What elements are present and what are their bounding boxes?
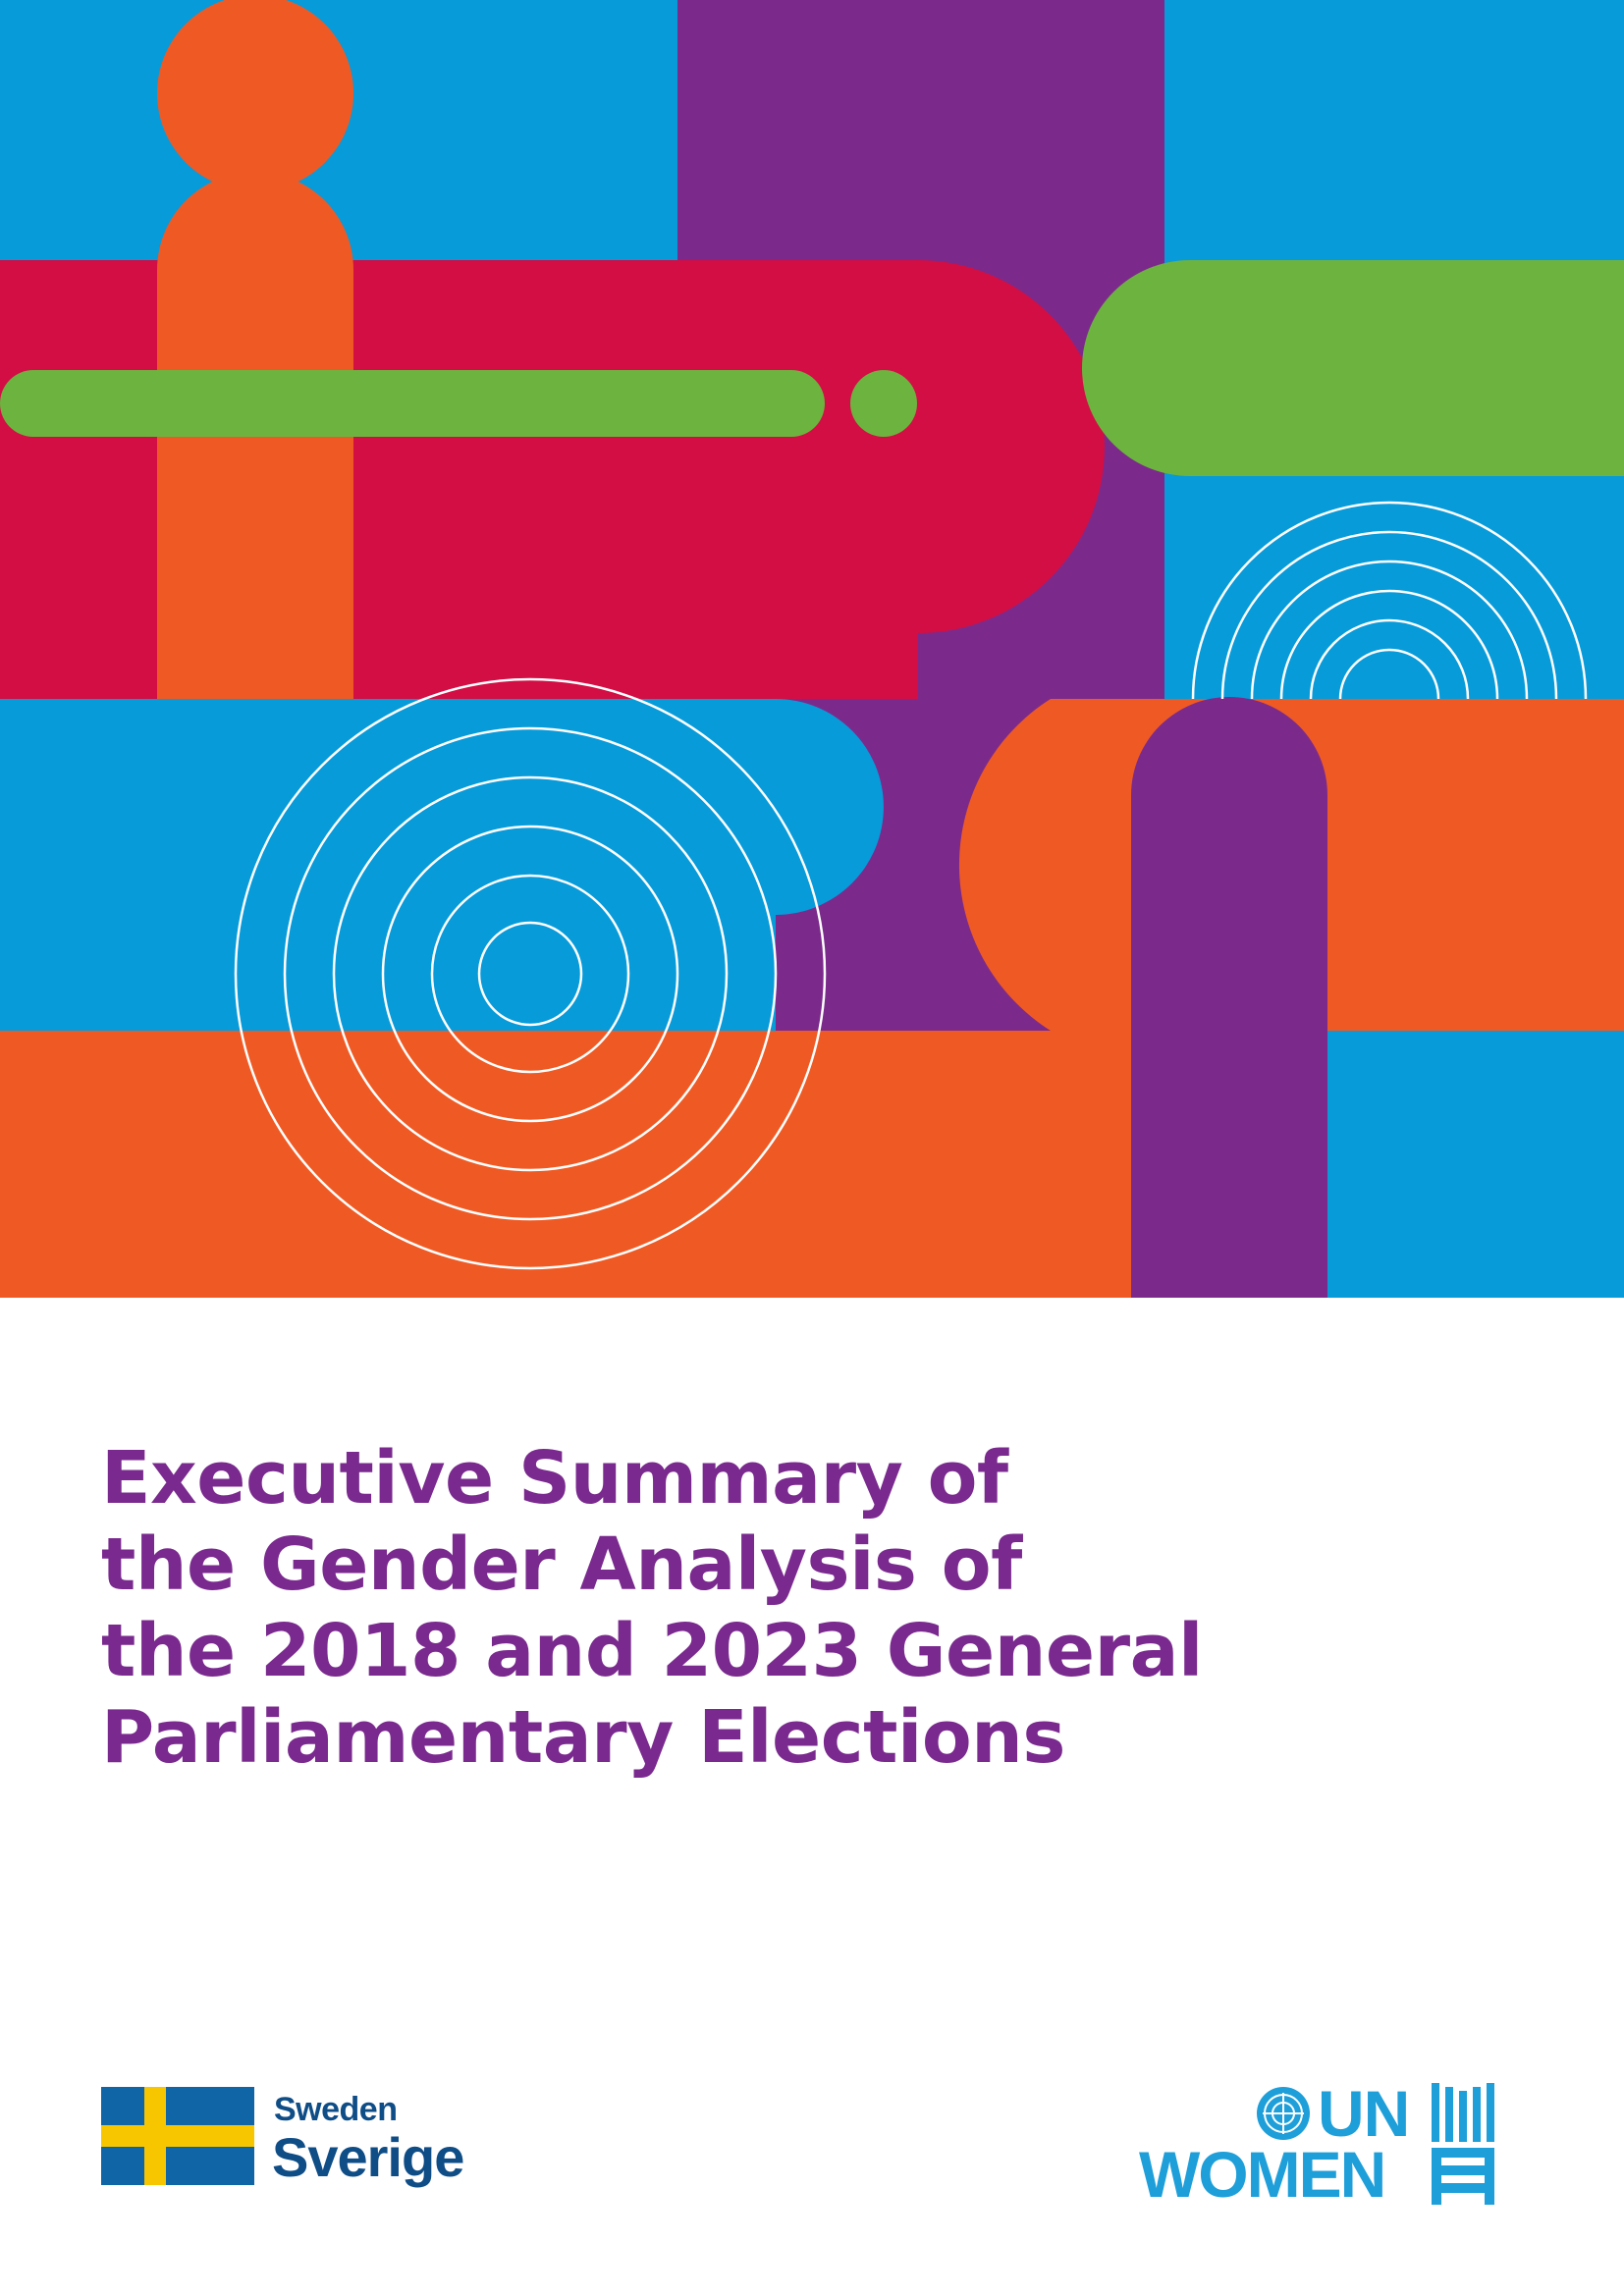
sweden-logo: Sweden Sverige xyxy=(101,2087,494,2188)
un-women-mark-icon xyxy=(1432,2083,1494,2205)
document-title: Executive Summary of the Gender Analysis… xyxy=(101,1435,1203,1781)
un-women-text-women: WOMEN xyxy=(1139,2138,1386,2211)
sweden-flag-icon xyxy=(101,2087,254,2185)
un-emblem-icon xyxy=(1257,2087,1310,2140)
sweden-name-swedish: Sverige xyxy=(272,2126,464,2188)
un-women-text-un: UN xyxy=(1318,2077,1410,2150)
sweden-name-english: Sweden xyxy=(274,2091,398,2128)
un-women-logo: UN WOMEN xyxy=(1139,2079,1532,2216)
title-line-4: Parliamentary Elections xyxy=(101,1695,1065,1780)
title-line-3: the 2018 and 2023 General xyxy=(101,1609,1203,1693)
title-line-2: the Gender Analysis of xyxy=(101,1522,1022,1607)
cover-graphic xyxy=(0,0,1624,1298)
title-line-1: Executive Summary of xyxy=(101,1436,1008,1521)
